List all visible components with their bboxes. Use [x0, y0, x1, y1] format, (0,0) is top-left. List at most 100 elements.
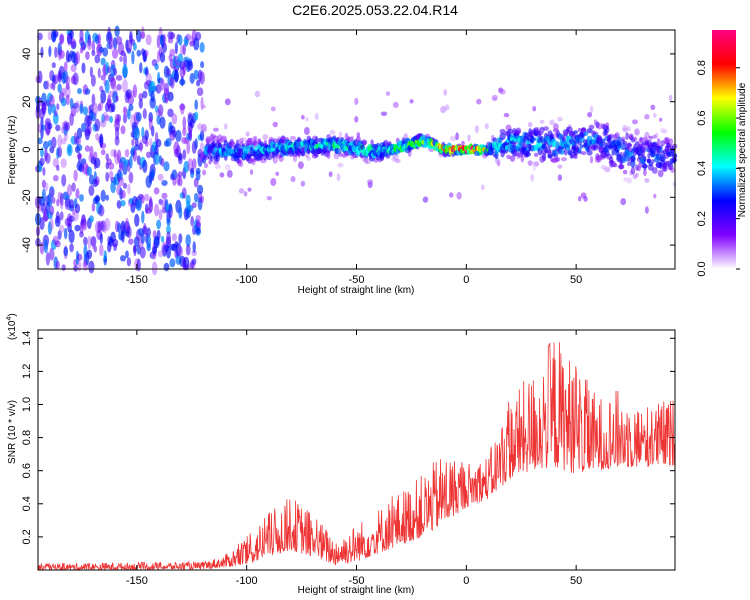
spectrogram-cell: [101, 113, 106, 124]
spectrogram-cell: [171, 169, 178, 180]
spectrogram-cell: [653, 134, 657, 139]
y-tick-label: -20: [21, 189, 33, 205]
spectrogram-cell: [136, 29, 142, 43]
spectrogram-cell: [122, 113, 128, 124]
spectrogram-cell: [650, 149, 656, 158]
spectrogram-cell: [344, 132, 349, 141]
spectrogram-cell: [120, 189, 126, 199]
spectrogram-cell: [306, 156, 311, 161]
spectrogram-cell: [175, 129, 182, 142]
spectrogram-cell: [164, 82, 169, 96]
y-tick-label: 0.8: [21, 430, 33, 445]
spectrogram-cell: [539, 126, 545, 134]
spectrogram-cell: [650, 104, 656, 111]
spectrogram-cell: [59, 192, 64, 206]
spectrogram-cell: [114, 136, 120, 146]
spectrogram-cell: [76, 144, 83, 152]
spectrogram-cell: [503, 112, 510, 118]
spectrogram-cell: [178, 233, 183, 244]
x-tick-label: -100: [236, 274, 258, 286]
spectrogram-cell: [144, 193, 150, 202]
spectrogram-cell: [266, 196, 272, 201]
spectrogram-cell: [449, 192, 454, 198]
spectrogram-cell: [79, 194, 84, 202]
spectrogram-cell: [165, 138, 172, 147]
x-tick-label: -50: [349, 274, 365, 286]
spectrogram-cell: [178, 176, 183, 187]
spectrogram-cell: [162, 42, 167, 54]
spectrogram-cell: [142, 108, 147, 120]
spectrogram-cell: [109, 115, 113, 124]
spectrogram-cell: [532, 137, 537, 142]
spectrogram-cell: [646, 158, 652, 163]
spectrogram-cell: [380, 111, 388, 117]
y-tick-label: 0.2: [21, 529, 33, 544]
spectrogram-cell: [601, 138, 606, 143]
spectrogram-cell: [104, 79, 110, 93]
spectrogram-cell: [290, 176, 296, 183]
spectrogram-cell: [532, 165, 536, 172]
spectrogram-cell: [66, 143, 73, 157]
spectrogram-cell: [187, 60, 194, 71]
spectrogram-cell: [595, 121, 600, 129]
spectrogram-cell: [644, 178, 650, 183]
spectrogram-cell: [37, 166, 43, 173]
spectrogram-cell: [367, 181, 373, 189]
spectrogram-cell: [158, 198, 163, 205]
spectrogram-cell: [659, 117, 663, 122]
spectrogram-cell: [499, 132, 506, 141]
spectrogram-cell: [589, 156, 594, 164]
spectrogram-cell: [297, 161, 304, 170]
spectrogram-cell: [80, 215, 87, 229]
spectrogram-cell: [238, 188, 245, 194]
spectrogram-cell: [40, 46, 44, 59]
spectrogram-cell: [347, 136, 354, 143]
spectrogram-cell: [549, 133, 555, 140]
spectrogram-cell: [140, 31, 146, 39]
spectrogram-cell: [95, 133, 100, 141]
spectrogram-cell: [194, 138, 198, 150]
spectrogram-cell: [385, 91, 391, 96]
spectrogram-cell: [68, 215, 75, 222]
spectrogram-cell: [118, 176, 124, 186]
spectrogram-cell: [560, 157, 568, 162]
spectrogram-cell: [543, 126, 549, 131]
spectrogram-cell: [239, 160, 244, 168]
spectrogram-cell: [192, 258, 197, 265]
spectrogram-cell: [216, 139, 220, 144]
spectrogram-cell: [122, 107, 128, 116]
spectrogram-cell: [51, 136, 57, 149]
snr-y-axis-label: SNR (10 * v/v): [7, 400, 18, 464]
spectrogram-cell: [144, 68, 149, 76]
spectrogram-cell: [77, 137, 82, 145]
spectrogram-cell: [356, 136, 361, 141]
spectrogram-cell: [108, 170, 114, 179]
snr-panel: -150 -100 -50 0 50 0.2 0.4 0.6 0.8 1.0 1.2 1.4 Hei…: [6, 313, 676, 596]
spectrogram-cell: [71, 208, 76, 216]
x-tick-label: 0: [463, 575, 469, 587]
spectrogram-cell: [392, 153, 399, 161]
y-tick-label: 40: [21, 48, 33, 60]
spectrogram-cell: [79, 103, 84, 115]
spectrogram-cell: [100, 189, 106, 202]
y-tick-label: 0: [21, 146, 33, 152]
spectrogram-cell: [88, 260, 95, 274]
spectrogram-cell: [153, 151, 160, 165]
spectrogram-cell: [161, 192, 168, 200]
spectrogram-cell: [177, 245, 183, 258]
spectrogram-cell: [55, 211, 60, 224]
spectrogram-cell: [51, 62, 56, 69]
spectrogram-cell: [182, 149, 187, 160]
spectrogram-cell: [81, 62, 86, 74]
spectrogram-cell: [177, 53, 183, 63]
spectrogram-cell: [292, 154, 298, 163]
spectrogram-cell: [139, 62, 143, 74]
spectrogram-cell: [553, 149, 559, 157]
spectrogram-cell: [76, 253, 83, 261]
spectrogram-cell: [57, 134, 63, 148]
colorbar-ticks: 0.0 0.2 0.4 0.6 0.8: [696, 60, 740, 277]
spectrogram-cell: [212, 127, 219, 132]
spectrogram-cell: [68, 229, 75, 244]
colorbar: 0.0 0.2 0.4 0.6 0.8 Normalized spectral ampl…: [696, 30, 748, 277]
spectrogram-cell: [160, 157, 165, 167]
